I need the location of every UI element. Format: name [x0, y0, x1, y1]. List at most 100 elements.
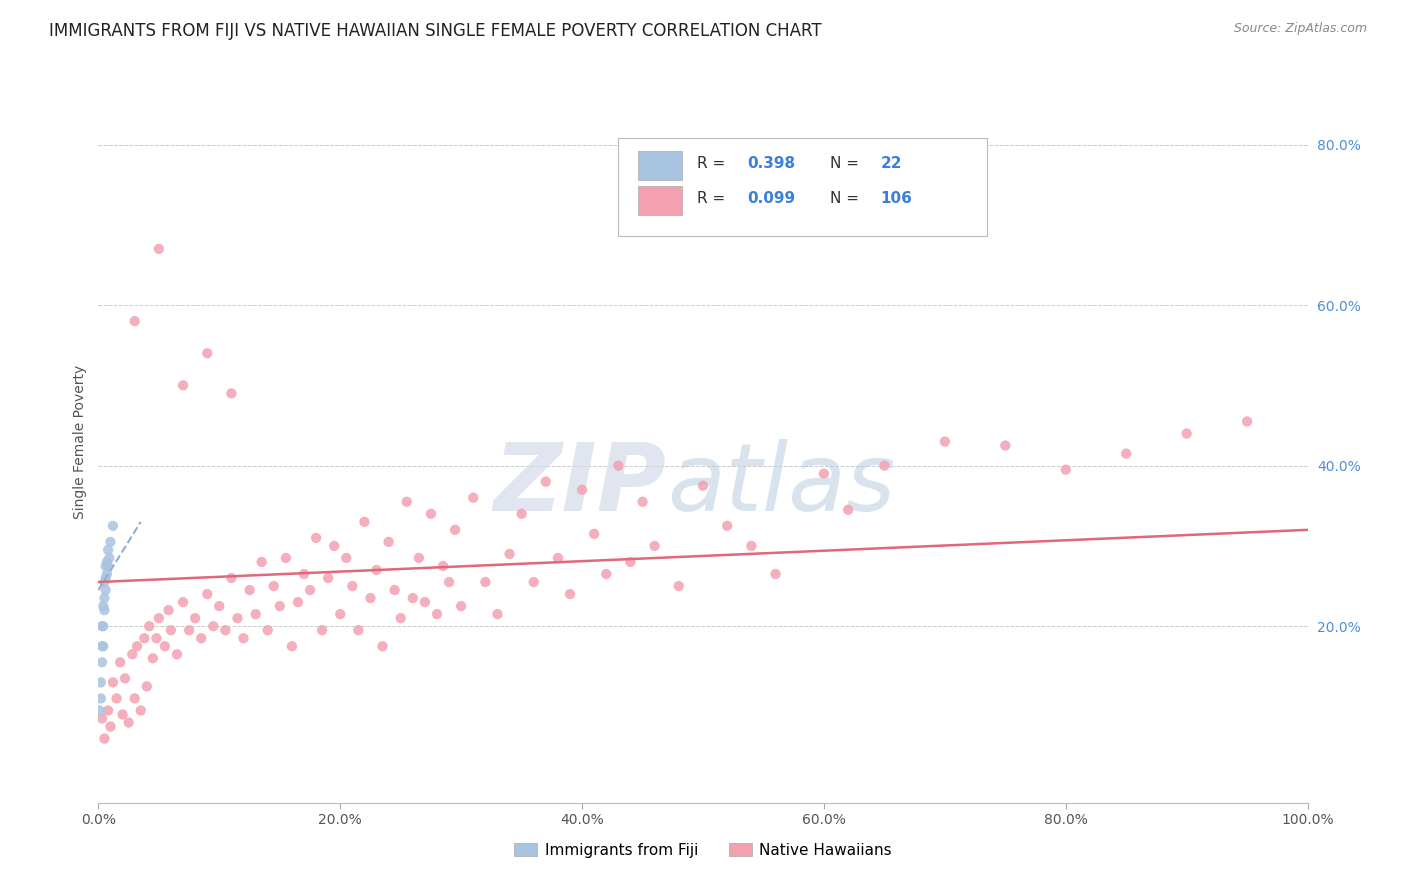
- Point: [89, 703, 111, 717]
- Text: ZIP: ZIP: [494, 439, 666, 531]
- Point: [142, 651, 165, 665]
- Point: [299, 583, 322, 598]
- Text: N =: N =: [830, 191, 863, 205]
- Point: [765, 567, 787, 582]
- Point: [595, 567, 617, 582]
- Point: [129, 703, 152, 717]
- Point: [413, 595, 436, 609]
- Point: [1236, 414, 1258, 428]
- Point: [91, 619, 114, 633]
- Point: [94, 571, 117, 585]
- Point: [813, 467, 835, 481]
- Point: [245, 607, 267, 621]
- Point: [100, 534, 122, 549]
- Point: [124, 314, 146, 328]
- Point: [263, 579, 285, 593]
- Point: [329, 607, 352, 621]
- Point: [91, 619, 114, 633]
- Point: [269, 599, 291, 614]
- Point: [256, 623, 278, 637]
- Point: [353, 515, 375, 529]
- Point: [323, 539, 346, 553]
- Point: [437, 574, 460, 589]
- Point: [96, 555, 118, 569]
- Point: [127, 639, 149, 653]
- Point: [474, 574, 496, 589]
- Point: [239, 583, 262, 598]
- Point: [571, 483, 593, 497]
- Point: [305, 531, 328, 545]
- Point: [463, 491, 485, 505]
- Point: [934, 434, 956, 449]
- Point: [837, 502, 859, 516]
- Point: [202, 619, 225, 633]
- Point: [91, 655, 114, 669]
- Point: [444, 523, 467, 537]
- Point: [1175, 426, 1198, 441]
- Point: [274, 551, 297, 566]
- Point: [101, 518, 124, 533]
- Text: N =: N =: [830, 156, 863, 171]
- Point: [93, 603, 115, 617]
- Point: [94, 583, 117, 598]
- Point: [91, 712, 114, 726]
- Point: [426, 607, 449, 621]
- Point: [96, 567, 118, 582]
- Point: [360, 591, 382, 606]
- Text: 0.099: 0.099: [748, 191, 796, 205]
- Point: [135, 680, 157, 694]
- Point: [311, 623, 333, 637]
- Text: atlas: atlas: [666, 440, 896, 531]
- Point: [214, 623, 236, 637]
- Point: [221, 386, 243, 401]
- Point: [190, 632, 212, 646]
- Text: R =: R =: [697, 156, 730, 171]
- Point: [510, 507, 533, 521]
- Point: [160, 623, 183, 637]
- Point: [118, 715, 141, 730]
- Point: [384, 583, 406, 598]
- Text: 22: 22: [880, 156, 903, 171]
- Point: [432, 558, 454, 573]
- Point: [692, 478, 714, 492]
- Point: [90, 675, 112, 690]
- Point: [93, 731, 115, 746]
- Point: [93, 591, 115, 606]
- Y-axis label: Single Female Poverty: Single Female Poverty: [73, 365, 87, 518]
- Point: [166, 648, 188, 662]
- Point: [534, 475, 557, 489]
- Point: [232, 632, 254, 646]
- Point: [316, 571, 339, 585]
- Point: [98, 551, 121, 566]
- Point: [250, 555, 273, 569]
- Point: [145, 632, 167, 646]
- Point: [335, 551, 357, 566]
- Point: [498, 547, 520, 561]
- Point: [195, 587, 218, 601]
- Point: [179, 623, 201, 637]
- Point: [94, 558, 117, 573]
- Point: [631, 494, 654, 508]
- Point: [619, 555, 641, 569]
- Point: [138, 619, 160, 633]
- Point: [523, 574, 546, 589]
- Point: [377, 534, 399, 549]
- Text: 106: 106: [880, 191, 912, 205]
- Point: [740, 539, 762, 553]
- Text: R =: R =: [697, 191, 730, 205]
- Point: [105, 691, 128, 706]
- Point: [153, 639, 176, 653]
- Point: [172, 595, 194, 609]
- Point: [97, 542, 120, 557]
- Point: [547, 551, 569, 566]
- Point: [287, 595, 309, 609]
- Point: [172, 378, 194, 392]
- Point: [90, 691, 112, 706]
- Point: [134, 632, 156, 646]
- FancyBboxPatch shape: [638, 186, 682, 215]
- Point: [1115, 446, 1137, 460]
- Point: [371, 639, 394, 653]
- Legend: Immigrants from Fiji, Native Hawaiians: Immigrants from Fiji, Native Hawaiians: [508, 837, 898, 863]
- Point: [114, 671, 136, 685]
- Point: [221, 571, 243, 585]
